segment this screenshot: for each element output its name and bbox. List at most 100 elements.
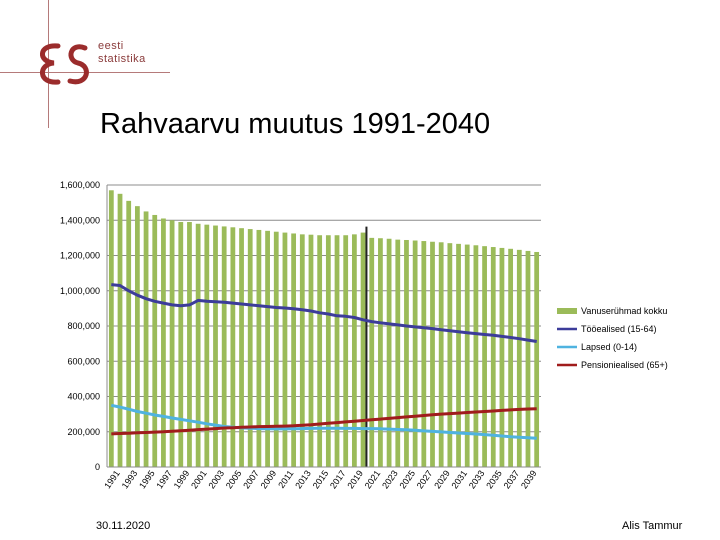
- bar-2031: [456, 243, 461, 467]
- bar-2028: [430, 241, 435, 467]
- bar-2032: [464, 244, 470, 467]
- series-line-0: [111, 283, 537, 343]
- x-tick-label: 1995: [137, 468, 157, 490]
- bar-2020: [360, 232, 366, 467]
- x-tick-label: 2005: [224, 468, 244, 490]
- x-tick-label: 2025: [397, 468, 417, 490]
- bar-2019: [351, 234, 357, 467]
- bar-2008: [256, 229, 262, 467]
- bar-2004: [221, 226, 227, 467]
- x-tick-label: 2007: [241, 468, 261, 490]
- bar-1995: [143, 211, 149, 467]
- bar-1997: [161, 218, 166, 467]
- bar-2029: [438, 242, 444, 467]
- bar-2017: [334, 235, 340, 467]
- x-tick-label: 1999: [172, 468, 192, 490]
- x-tick-label: 2031: [449, 468, 469, 490]
- x-tick-label: 1991: [102, 468, 122, 490]
- y-tick-label: 600,000: [67, 356, 100, 366]
- x-tick-label: 2033: [467, 468, 487, 490]
- bar-2039: [525, 250, 531, 467]
- x-tick-label: 2013: [293, 468, 313, 490]
- x-tick-label: 1997: [154, 468, 174, 490]
- legend-label-1: Tööealised (15-64): [581, 324, 657, 334]
- bar-2022: [378, 238, 383, 467]
- bar-2001: [195, 223, 201, 467]
- logo-mark-icon: [40, 43, 89, 85]
- chart-legend: Vanuserühmad kokku Tööealised (15-64) Laps…: [557, 306, 668, 370]
- y-tick-label: 1,400,000: [60, 215, 100, 225]
- legend-swatch-0: [557, 308, 577, 314]
- x-tick-label: 2035: [484, 468, 504, 490]
- logo-wordmark: eesti statistika: [98, 40, 146, 66]
- bar-1994: [134, 206, 140, 467]
- bar-2040: [534, 251, 540, 467]
- bar-2011: [282, 232, 288, 467]
- bar-1991: [108, 190, 114, 467]
- y-tick-label: 400,000: [67, 392, 100, 402]
- bar-2035: [490, 247, 496, 467]
- bar-1992: [117, 193, 123, 467]
- y-tick-label: 1,000,000: [60, 286, 100, 296]
- bar-2024: [395, 239, 401, 467]
- bars-total: [108, 190, 540, 468]
- footer-author: Alis Tammur: [622, 520, 683, 532]
- bar-2005: [230, 227, 236, 467]
- bar-2015: [317, 235, 323, 467]
- bar-2030: [447, 243, 453, 467]
- bar-2033: [473, 245, 479, 467]
- bar-2034: [482, 246, 487, 467]
- legend-label-0: Vanuserühmad kokku: [581, 306, 667, 316]
- bar-2012: [291, 233, 297, 467]
- bar-1999: [178, 222, 184, 467]
- bar-2013: [299, 234, 305, 467]
- x-tick-label: 2019: [345, 468, 365, 490]
- y-tick-label: 0: [95, 462, 100, 472]
- x-tick-label: 2021: [363, 468, 383, 490]
- bar-2026: [412, 240, 418, 467]
- bar-2018: [343, 235, 349, 467]
- legend-label-2: Lapsed (0-14): [581, 342, 637, 352]
- bar-2025: [404, 239, 409, 467]
- x-tick-label: 2001: [189, 468, 209, 490]
- x-tick-label: 1993: [120, 468, 140, 490]
- footer-date: 30.11.2020: [96, 520, 151, 532]
- x-axis-labels: 1991199319951997199920012003200520072009…: [102, 468, 538, 490]
- series-lines: [110, 283, 537, 440]
- statistics-estonia-logo: [40, 43, 89, 85]
- series-line-2: [111, 407, 537, 436]
- bar-2036: [499, 247, 505, 467]
- bar-2023: [386, 238, 392, 467]
- bar-2009: [265, 230, 270, 467]
- slide-title: Rahvaarvu muutus 1991-2040: [100, 108, 491, 140]
- bar-2037: [508, 248, 514, 467]
- x-tick-label: 2009: [259, 468, 279, 490]
- logo-line-1: eesti: [98, 40, 124, 52]
- bar-2021: [369, 237, 375, 467]
- bar-1998: [169, 220, 175, 467]
- logo-line-2: statistika: [98, 53, 146, 65]
- chart-axes: [106, 185, 541, 468]
- x-tick-label: 2039: [519, 468, 539, 490]
- x-tick-label: 2023: [380, 468, 400, 490]
- bar-1993: [126, 200, 132, 468]
- x-tick-label: 2037: [502, 468, 522, 490]
- bar-2007: [247, 229, 253, 467]
- bar-1996: [152, 214, 158, 467]
- bar-2003: [213, 225, 218, 467]
- bar-2006: [239, 228, 244, 467]
- bar-2014: [308, 234, 314, 467]
- x-tick-label: 2003: [206, 468, 226, 490]
- bar-2027: [421, 241, 427, 467]
- y-axis-labels: 0 200,000 400,000 600,000 800,000 1,000,000 1,…: [60, 180, 100, 472]
- bar-2010: [273, 231, 279, 467]
- y-tick-label: 1,600,000: [60, 180, 100, 190]
- x-tick-label: 2017: [328, 468, 348, 490]
- x-tick-label: 2027: [415, 468, 435, 490]
- y-tick-label: 200,000: [67, 427, 100, 437]
- x-tick-label: 2015: [311, 468, 331, 490]
- series-line-1: [110, 403, 537, 440]
- y-tick-label: 1,200,000: [60, 251, 100, 261]
- legend-label-3: Pensioniealised (65+): [581, 360, 668, 370]
